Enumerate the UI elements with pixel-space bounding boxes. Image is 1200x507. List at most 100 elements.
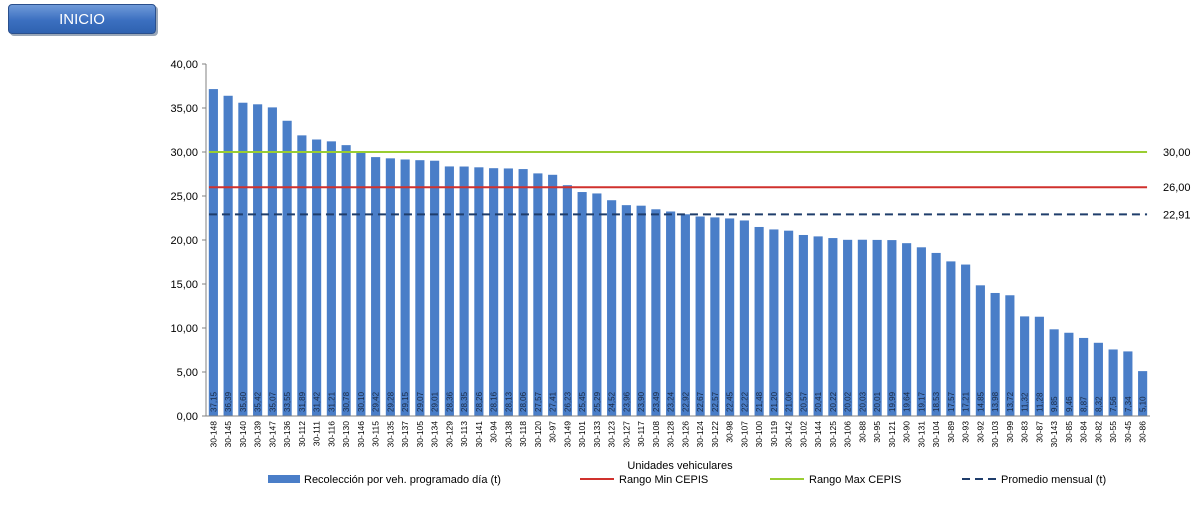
x-tick-label: 30-116 [326, 421, 336, 447]
x-tick-label: 30-117 [636, 421, 646, 447]
bar [474, 167, 484, 416]
y-tick-label: 20,00 [170, 235, 198, 247]
x-tick-label: 30-122 [710, 421, 720, 448]
x-tick-label: 30-107 [739, 421, 749, 448]
bar [828, 238, 838, 416]
bar-data-label: 30,10 [357, 391, 366, 412]
legend: Recolección por veh. programado día (t) R… [268, 474, 1106, 486]
bar-series: 37,15 36,39 35,60 35,42 35,07 33,55 31,89 31,42… [208, 89, 1148, 417]
x-tick-label: 30-124 [695, 421, 705, 448]
y-tick-label: 15,00 [170, 279, 198, 291]
reference-value-label: 26,00 [1163, 182, 1191, 194]
x-tick-label: 30-127 [621, 421, 631, 448]
x-tick-label: 30-115 [371, 421, 381, 447]
bar-data-label: 13,98 [991, 391, 1000, 412]
x-tick-label: 30-104 [931, 421, 941, 448]
bar [400, 159, 410, 417]
bar [843, 239, 853, 416]
x-tick-label: 30-121 [887, 421, 897, 448]
bar-data-label: 19,99 [888, 391, 897, 412]
bar [297, 135, 307, 417]
bar [385, 158, 395, 416]
x-tick-label: 30-85 [1064, 421, 1074, 443]
x-tick-label: 30-89 [946, 421, 956, 443]
bar [503, 168, 513, 416]
legend-label-line: Rango Min CEPIS [619, 474, 708, 486]
x-tick-label: 30-119 [769, 421, 779, 447]
bar [636, 205, 646, 416]
bar [857, 239, 867, 416]
bar [990, 292, 1000, 416]
y-tick-label: 30,00 [170, 147, 198, 159]
x-tick-label: 30-144 [813, 421, 823, 448]
bar-data-label: 37,15 [209, 391, 218, 412]
x-tick-label: 30-106 [843, 421, 853, 448]
bar-data-label: 28,06 [519, 391, 528, 412]
bar-data-label: 9,46 [1065, 396, 1074, 412]
bar [784, 230, 794, 416]
x-tick-label: 30-92 [975, 421, 985, 443]
reference-value-label: 22,91 [1163, 209, 1191, 221]
bar [813, 236, 823, 416]
x-tick-label: 30-138 [503, 421, 513, 448]
bar-data-label: 29,42 [372, 391, 381, 412]
x-tick-label: 30-98 [725, 421, 735, 443]
x-tick-label: 30-90 [902, 421, 912, 443]
bar [798, 234, 808, 416]
bar-data-label: 36,39 [224, 391, 233, 412]
bar-data-label: 23,96 [622, 391, 631, 412]
x-tick-label: 30-87 [1034, 421, 1044, 443]
bar-data-label: 27,57 [534, 391, 543, 412]
bar [1123, 351, 1133, 416]
bar [1020, 316, 1030, 416]
bar-data-label: 30,78 [342, 391, 351, 412]
x-tick-label: 30-139 [253, 421, 263, 448]
bar [680, 214, 690, 416]
x-tick-label: 30-86 [1138, 421, 1148, 443]
x-tick-label: 30-55 [1108, 421, 1118, 443]
bar-data-label: 19,17 [917, 391, 926, 412]
y-tick-label: 35,00 [170, 103, 198, 115]
bar-data-label: 20,41 [814, 391, 823, 412]
x-tick-label: 30-137 [400, 421, 410, 448]
bar-data-label: 28,13 [504, 391, 513, 412]
x-tick-label: 30-131 [916, 421, 926, 448]
legend-label-line: Promedio mensual (t) [1001, 474, 1106, 486]
bar [371, 157, 381, 416]
x-tick-label: 30-118 [518, 421, 528, 447]
bar [1064, 332, 1074, 416]
x-tick-label: 30-125 [828, 421, 838, 448]
bar-data-label: 35,60 [239, 391, 248, 412]
bar-data-label: 27,41 [549, 391, 558, 412]
x-tick-label: 30-126 [680, 421, 690, 448]
bar-data-label: 28,35 [460, 391, 469, 412]
x-tick-label: 30-140 [238, 421, 248, 448]
bar-data-label: 18,53 [932, 391, 941, 412]
x-tick-label: 30-147 [267, 421, 277, 448]
y-tick-label: 0,00 [177, 411, 198, 423]
bar-data-label: 20,03 [858, 391, 867, 412]
bar-data-label: 11,32 [1021, 392, 1030, 412]
bar-data-label: 23,90 [637, 391, 646, 412]
x-tick-label: 30-141 [474, 421, 484, 448]
x-tick-label: 30-108 [651, 421, 661, 448]
x-tick-label: 30-149 [562, 421, 572, 448]
bar-data-label: 31,42 [313, 391, 322, 412]
bar [1079, 337, 1089, 416]
bar [444, 166, 454, 416]
y-axis: 0,00 5,00 10,00 15,00 20,00 25,00 30,00 35,00 40… [170, 59, 207, 423]
bar-data-label: 31,89 [298, 391, 307, 412]
bar-data-label: 25,29 [593, 391, 602, 412]
bar-data-label: 21,48 [755, 391, 764, 412]
x-tick-label: 30-143 [1049, 421, 1059, 448]
x-tick-label: 30-93 [961, 421, 971, 443]
x-tick-label: 30-113 [459, 421, 469, 447]
bar-data-label: 29,01 [431, 391, 440, 412]
bar-data-label: 7,56 [1109, 396, 1118, 412]
bar [695, 216, 705, 416]
inicio-button[interactable]: INICIO [8, 4, 156, 34]
x-tick-label: 30-99 [1005, 421, 1015, 443]
x-tick-label: 30-105 [415, 421, 425, 448]
bar [1093, 342, 1103, 416]
bar [326, 141, 336, 417]
